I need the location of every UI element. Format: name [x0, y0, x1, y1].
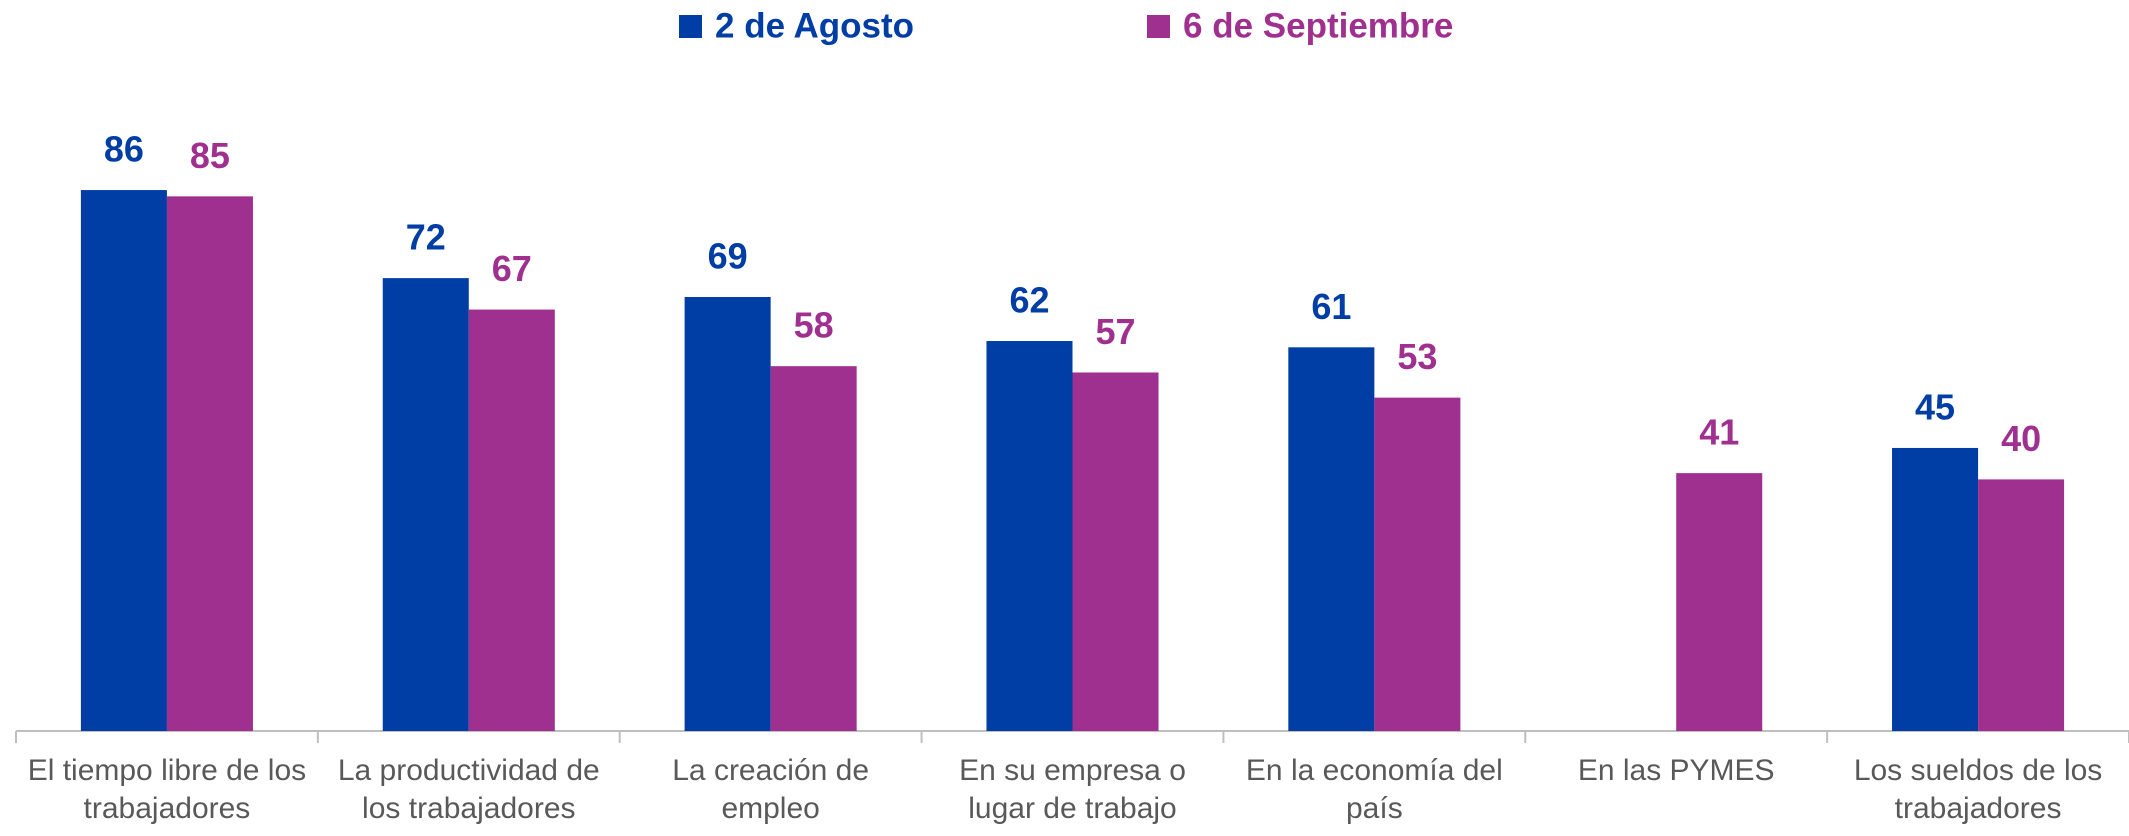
value-label: 53	[1397, 336, 1437, 377]
value-label: 69	[708, 236, 748, 277]
legend-swatch	[679, 15, 702, 38]
value-label: 40	[2001, 418, 2041, 459]
legend-label: 6 de Septiembre	[1183, 6, 1453, 45]
value-label: 62	[1009, 280, 1049, 321]
x-tick-label: En las PYMES	[1577, 754, 1775, 787]
bar	[770, 366, 857, 731]
x-tick-label: El tiempo libre de los trabajadores	[27, 754, 307, 825]
bar	[1676, 473, 1763, 731]
value-label: 41	[1699, 412, 1739, 453]
bar	[986, 341, 1073, 731]
legend-swatch	[1147, 15, 1170, 38]
value-label: 45	[1915, 386, 1955, 427]
bar	[1072, 372, 1159, 731]
x-tick-label: En su empresa o lugar de trabajo	[959, 754, 1186, 825]
x-tick-label: La creación de empleo	[672, 754, 870, 825]
bar	[80, 190, 167, 731]
x-tick-label: En la economía del país	[1245, 754, 1503, 825]
bar	[382, 278, 469, 731]
value-label: 86	[104, 129, 144, 170]
legend-label: 2 de Agosto	[715, 6, 914, 45]
x-tick-label: La productividad de los trabajadores	[337, 754, 600, 825]
bar	[468, 309, 555, 731]
bar	[1374, 397, 1461, 731]
bar	[1978, 479, 2065, 731]
bar	[1288, 347, 1375, 731]
bar	[166, 196, 253, 732]
x-tick-label: Los sueldos de los trabajadores	[1853, 754, 2103, 825]
bar	[1892, 447, 1979, 731]
value-label: 72	[406, 217, 446, 258]
bar	[684, 296, 771, 731]
value-label: 57	[1095, 311, 1135, 352]
value-label: 61	[1311, 286, 1351, 327]
value-label: 58	[794, 305, 834, 346]
value-label: 67	[492, 248, 532, 289]
value-label: 85	[190, 135, 230, 176]
